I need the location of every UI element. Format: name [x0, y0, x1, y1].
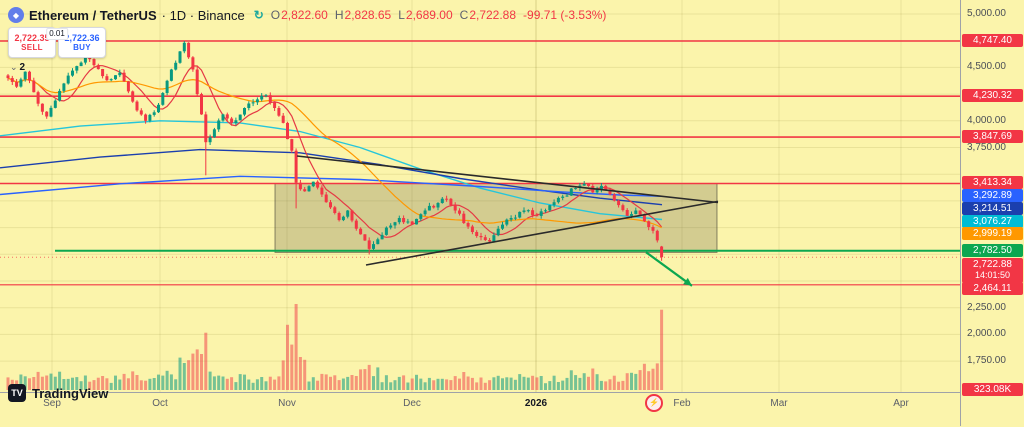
buy-sell-widget: 2,722.35 SELL 2,722.36 BUY 0.01 [8, 27, 106, 58]
tradingview-logo-text: TradingView [32, 385, 109, 401]
chevron-down-icon: ⌄ [10, 62, 18, 72]
time-axis-label: Oct [152, 398, 168, 409]
ohlc-high: H2,828.65 [334, 8, 392, 22]
ma-mid-orange [7, 77, 662, 229]
price-axis-badge: 2,782.50 [962, 244, 1023, 257]
time-axis-label: Nov [278, 398, 296, 409]
level-lines [0, 40, 960, 286]
event-flash-icon[interactable]: ⚡ [645, 394, 663, 412]
price-axis-badge: 3,214.51 [962, 202, 1023, 215]
price-axis-label: 2,000.00 [967, 328, 1006, 339]
price-axis-badge: 3,413.34 [962, 176, 1023, 189]
time-axis-label: Sep [43, 398, 61, 409]
lightning-icon: ⚡ [649, 398, 659, 407]
ohlc-legend: O2,822.60 H2,828.65 L2,689.00 C2,722.88 … [271, 8, 607, 22]
candles-layer [6, 41, 664, 261]
price-axis-label: 2,250.00 [967, 302, 1006, 313]
volume-axis-badge: 323.08K [962, 383, 1023, 396]
time-axis-label: 2026 [524, 398, 548, 409]
volume-layer [6, 304, 664, 390]
time-axis-label: Dec [403, 398, 421, 409]
drawings-layer [296, 155, 719, 287]
price-axis-badge: 3,847.69 [962, 130, 1023, 143]
chart-canvas[interactable] [0, 0, 960, 392]
price-axis-label: 4,500.00 [967, 61, 1006, 72]
spread-value: 0.01 [46, 28, 68, 40]
time-axis-label: Feb [673, 398, 691, 409]
ohlc-open: O2,822.60 [270, 8, 328, 22]
buy-price: 2,722.36 [64, 33, 100, 43]
price-axis-badge: 3,076.27 [962, 215, 1023, 228]
tradingview-logo[interactable]: TV TradingView [8, 384, 108, 402]
time-axis-label: Mar [770, 398, 788, 409]
grid-layer [0, 0, 960, 392]
sell-price: 2,722.35 [14, 33, 50, 43]
chart-marker-count: 2 [19, 62, 26, 73]
price-axis-label: 1,750.00 [967, 355, 1006, 366]
ohlc-close: C2,722.88 [459, 8, 517, 22]
symbol-interval-exchange[interactable]: · 1D · Binance [161, 7, 245, 23]
price-axis-label: 3,750.00 [967, 142, 1006, 153]
price-axis-badge: 2,464.11 [962, 282, 1023, 295]
buy-label: BUY [73, 43, 91, 52]
ohlc-change: -99.71 (-3.53%) [523, 8, 607, 22]
price-axis-label: 4,000.00 [967, 115, 1006, 126]
time-axis[interactable]: Sep Oct Nov Dec 2026 Feb Mar Apr [0, 392, 960, 427]
price-axis-badge: 3,292.89 [962, 189, 1023, 202]
sell-label: SELL [21, 43, 43, 52]
chart-marker[interactable]: ⌄ 2 [10, 62, 25, 73]
time-axis-label: Apr [893, 398, 909, 409]
tradingview-logo-icon: TV [8, 384, 26, 402]
ethereum-icon: ◆ [8, 7, 24, 23]
price-axis-badge: 4,230.32 [962, 89, 1023, 102]
ma-fast-red [7, 64, 663, 238]
price-axis-badge: 4,747.40 [962, 34, 1023, 47]
price-axis-label: 5,000.00 [967, 8, 1006, 19]
price-axis-badge: 2,999.19 [962, 227, 1023, 240]
ohlc-low: L2,689.00 [398, 8, 453, 22]
ma-long-cyan [0, 120, 663, 221]
refresh-icon[interactable]: ↻ [253, 8, 264, 22]
symbol-legend[interactable]: ◆ Ethereum / TetherUS · 1D · Binance ↻ O… [8, 7, 606, 23]
symbol-title[interactable]: Ethereum / TetherUS [29, 7, 157, 23]
price-axis[interactable]: 5,000.00 4,747.40 4,500.00 4,230.32 4,000.00… [960, 0, 1024, 426]
current-price-badge: 2,722.88 14:01:50 [962, 258, 1023, 283]
